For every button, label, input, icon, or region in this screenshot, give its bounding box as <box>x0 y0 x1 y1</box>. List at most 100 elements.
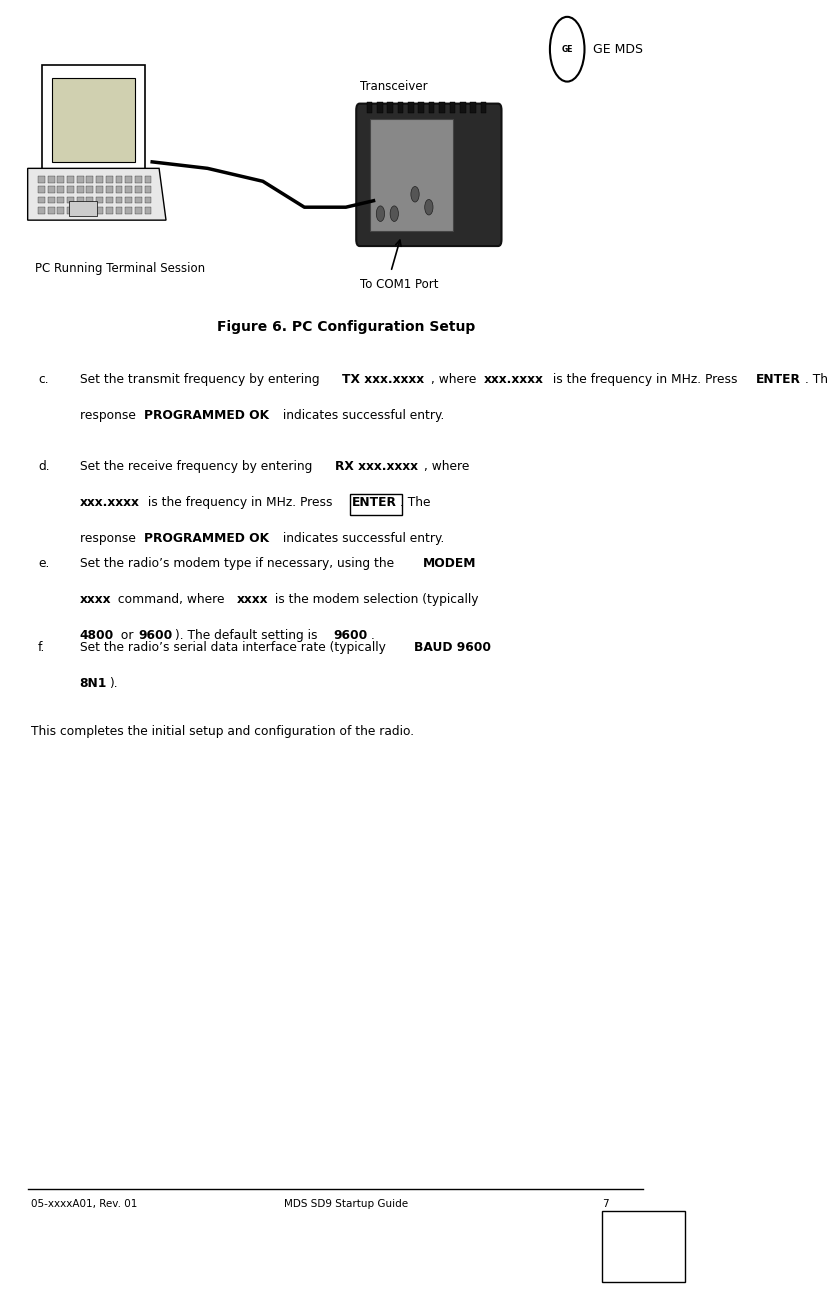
Text: c.: c. <box>38 373 49 386</box>
Text: xxxx: xxxx <box>79 593 111 606</box>
Bar <box>77 197 84 203</box>
Polygon shape <box>52 78 135 162</box>
Text: ).: ). <box>109 677 117 690</box>
Bar <box>145 207 151 214</box>
Bar <box>460 102 466 113</box>
Bar <box>125 197 132 203</box>
Bar <box>38 197 45 203</box>
Text: PROGRAMMED OK: PROGRAMMED OK <box>144 409 269 422</box>
Text: xxx.xxxx: xxx.xxxx <box>79 496 140 509</box>
Bar <box>57 197 65 203</box>
Bar <box>135 207 141 214</box>
Bar <box>48 207 55 214</box>
Text: xxxx: xxxx <box>237 593 269 606</box>
Text: GE: GE <box>562 45 573 53</box>
Text: GE MDS: GE MDS <box>594 43 643 56</box>
Text: PC Running Terminal Session: PC Running Terminal Session <box>35 262 205 275</box>
Text: . The: . The <box>805 373 827 386</box>
Bar <box>480 102 486 113</box>
Text: response: response <box>79 409 139 422</box>
Text: To COM1 Port: To COM1 Port <box>360 278 438 291</box>
Text: f.: f. <box>38 641 45 654</box>
Bar <box>145 186 151 193</box>
Bar <box>135 186 141 193</box>
Text: xxx.xxxx: xxx.xxxx <box>484 373 544 386</box>
Text: 05-xxxxA01, Rev. 01: 05-xxxxA01, Rev. 01 <box>31 1199 137 1210</box>
Bar <box>67 176 74 183</box>
Text: , where: , where <box>424 460 470 473</box>
Bar <box>377 102 383 113</box>
Text: Transceiver: Transceiver <box>360 80 428 93</box>
Text: MDS SD9 Startup Guide: MDS SD9 Startup Guide <box>284 1199 408 1210</box>
Bar <box>87 176 93 183</box>
Bar <box>125 207 132 214</box>
Bar <box>135 197 141 203</box>
Text: TX xxx.xxxx: TX xxx.xxxx <box>342 373 424 386</box>
Bar <box>38 186 45 193</box>
Bar <box>48 176 55 183</box>
Circle shape <box>411 186 419 202</box>
Text: . The: . The <box>400 496 431 509</box>
Bar <box>387 102 393 113</box>
Bar <box>77 176 84 183</box>
Text: RX xxx.xxxx: RX xxx.xxxx <box>334 460 418 473</box>
Bar <box>67 186 74 193</box>
Text: ENTER: ENTER <box>351 496 397 509</box>
Text: PROGRAMMED OK: PROGRAMMED OK <box>144 532 269 545</box>
FancyBboxPatch shape <box>356 104 501 246</box>
Text: 8N1: 8N1 <box>79 677 107 690</box>
Bar <box>471 102 476 113</box>
Text: is the modem selection (typically: is the modem selection (typically <box>271 593 479 606</box>
Text: .: . <box>370 629 375 642</box>
Text: 7: 7 <box>602 1199 609 1210</box>
Bar <box>439 102 445 113</box>
Bar <box>602 1211 685 1282</box>
Text: Set the radio’s serial data interface rate (typically: Set the radio’s serial data interface ra… <box>79 641 390 654</box>
Bar <box>96 207 103 214</box>
Bar <box>429 102 434 113</box>
Bar <box>87 197 93 203</box>
Bar <box>96 197 103 203</box>
Text: command, where: command, where <box>113 593 228 606</box>
Bar <box>38 207 45 214</box>
Bar <box>370 119 453 231</box>
Bar <box>69 201 97 216</box>
Bar <box>57 176 65 183</box>
Bar <box>87 207 93 214</box>
Text: , where: , where <box>431 373 480 386</box>
Bar <box>77 207 84 214</box>
Bar <box>67 207 74 214</box>
Text: Set the radio’s modem type if necessary, using the: Set the radio’s modem type if necessary,… <box>79 557 398 570</box>
Bar <box>106 186 112 193</box>
Text: response: response <box>79 532 139 545</box>
Text: is the frequency in MHz. Press: is the frequency in MHz. Press <box>549 373 741 386</box>
Bar <box>408 102 414 113</box>
Bar <box>87 186 93 193</box>
Bar <box>106 207 112 214</box>
Text: Set the transmit frequency by entering: Set the transmit frequency by entering <box>79 373 323 386</box>
Bar <box>57 207 65 214</box>
Bar <box>48 197 55 203</box>
Text: indicates successful entry.: indicates successful entry. <box>279 409 444 422</box>
Bar <box>106 197 112 203</box>
Bar <box>116 207 122 214</box>
Text: indicates successful entry.: indicates successful entry. <box>279 532 444 545</box>
Bar <box>106 176 112 183</box>
Bar <box>145 197 151 203</box>
Text: 9600: 9600 <box>138 629 173 642</box>
Bar <box>125 186 132 193</box>
Bar <box>125 176 132 183</box>
Text: e.: e. <box>38 557 50 570</box>
Bar <box>145 176 151 183</box>
Bar <box>116 176 122 183</box>
Bar <box>96 176 103 183</box>
Text: Figure 6. PC Configuration Setup: Figure 6. PC Configuration Setup <box>217 320 475 334</box>
Circle shape <box>390 206 399 221</box>
Bar <box>116 186 122 193</box>
Text: Set the receive frequency by entering: Set the receive frequency by entering <box>79 460 316 473</box>
Polygon shape <box>27 168 166 220</box>
Bar <box>366 102 372 113</box>
Circle shape <box>425 199 433 215</box>
Text: MODEM: MODEM <box>423 557 476 570</box>
Circle shape <box>376 206 385 221</box>
